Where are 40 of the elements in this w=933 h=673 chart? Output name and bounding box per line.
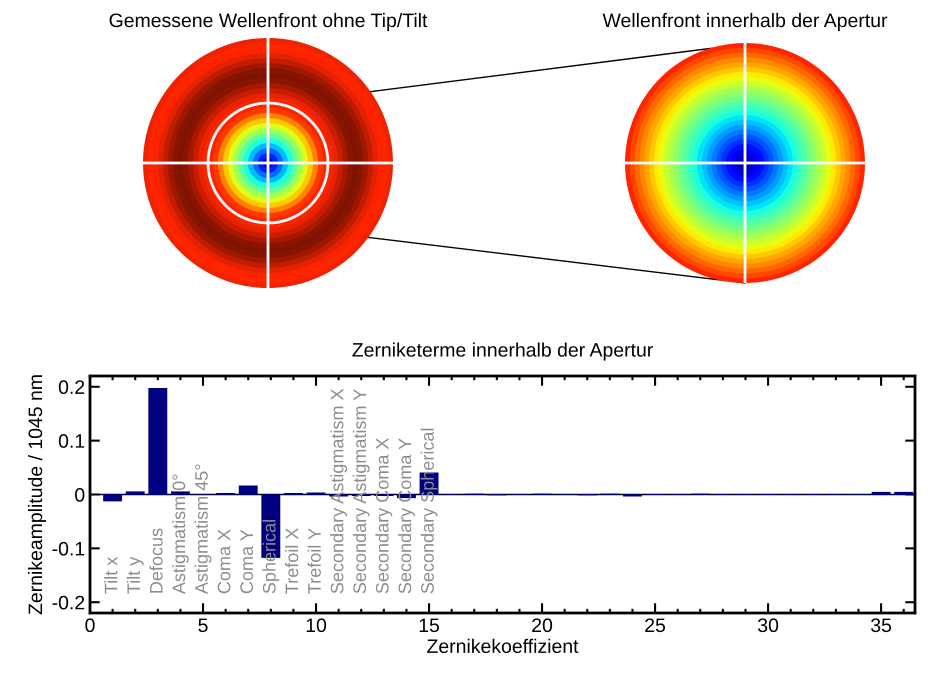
annotation: Coma Y — [240, 530, 254, 594]
bar — [103, 494, 122, 502]
text: Wellenfront innerhalb der Apertur — [602, 12, 888, 32]
x-tick-label: 0 — [85, 618, 95, 632]
x-tick-label: 25 — [645, 618, 666, 632]
x-tick-label: 20 — [532, 618, 552, 632]
x-tick-label: 10 — [306, 618, 326, 632]
text: Gemessene Wellenfront ohne Tip/Tilt — [110, 12, 428, 32]
bar — [238, 485, 258, 495]
bar — [872, 492, 891, 495]
annotation: Astigmatism 45° — [194, 464, 212, 594]
annotation: Secondary Spherical — [420, 428, 438, 594]
y-tick-label: 0 — [75, 488, 84, 502]
y-tick-label: 0.2 — [58, 380, 84, 394]
annotation: Tilt x — [104, 556, 118, 594]
annotation: Secondary Coma X — [375, 438, 392, 594]
annotation: Coma X — [218, 529, 230, 594]
x-tick-label: 30 — [758, 618, 778, 632]
y-axis-title: Zernikeamplitude / 1045 nm — [28, 375, 46, 614]
y-tick-label: -0.2 — [52, 596, 84, 610]
annotation: Spherical — [262, 520, 280, 594]
annotation: Secondary Coma Y — [398, 438, 415, 594]
x-tick-label: 35 — [871, 618, 892, 632]
bar — [894, 492, 914, 495]
bar — [148, 388, 168, 495]
bar — [126, 491, 145, 495]
annotation: Astigmatism 0° — [172, 474, 189, 594]
bar — [170, 491, 190, 495]
chart-title: Zerniketerme innerhalb der Apertur — [352, 342, 653, 361]
annotation: Trefoil Y — [308, 528, 321, 594]
annotation: Defocus — [149, 528, 163, 593]
y-tick-label: 0.1 — [58, 434, 84, 448]
annotation: Tilt y — [126, 556, 144, 594]
annotation: Secondary Astigmatism Y — [352, 389, 370, 594]
annotation: Secondary Astigmatism X — [330, 388, 348, 594]
y-tick-label: -0.1 — [52, 542, 84, 556]
x-axis-title: Zernikekoeffizient — [427, 638, 578, 654]
x-tick-label: 5 — [198, 618, 208, 632]
x-tick-label: 15 — [420, 618, 440, 632]
annotation: Trefoil X — [285, 528, 298, 594]
